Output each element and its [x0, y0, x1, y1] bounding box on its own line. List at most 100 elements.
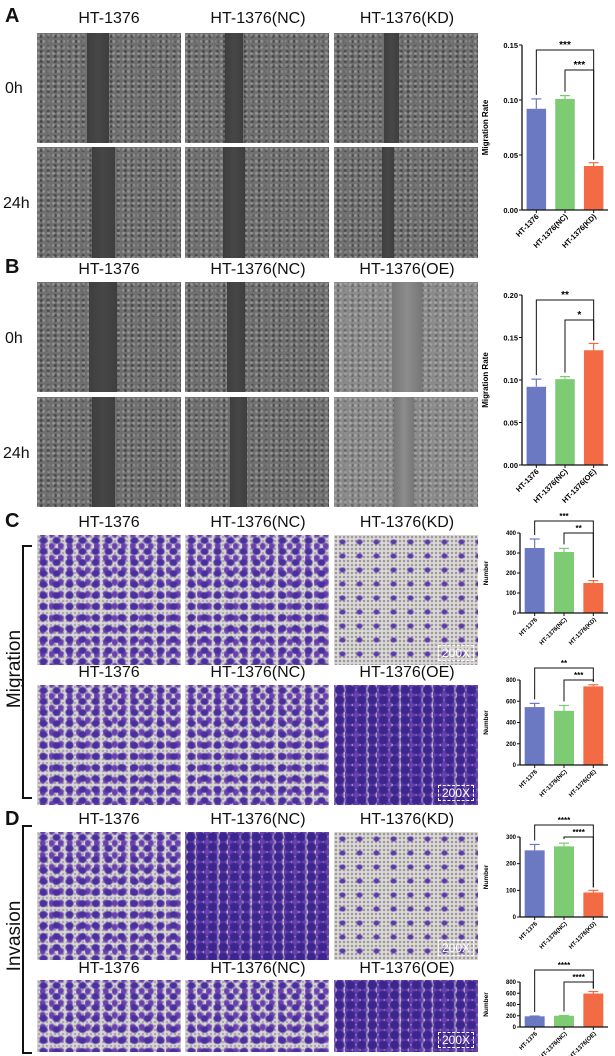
y-tick-label: 400 [506, 531, 517, 537]
x-tick-label: HT-1376 [514, 467, 541, 494]
column-header: HT-1376(NC) [210, 261, 306, 278]
column-header: HT-1376(NC) [210, 811, 306, 828]
row-label-24h: 24h [3, 195, 30, 212]
y-axis-label: Number [483, 992, 490, 1017]
micrograph [37, 980, 181, 1052]
row-label-0h: 0h [5, 330, 23, 347]
magnification-label: 200X [437, 645, 474, 661]
scratch-gap [223, 147, 245, 258]
bar [524, 707, 545, 765]
bar-chart: Number 0 200 400 600 800 HT-1376 HT-1376(NC) HT-… [483, 961, 608, 1056]
scratch-gap [87, 33, 109, 143]
row-label-24h: 24h [3, 445, 30, 462]
bar [554, 710, 574, 765]
micrograph [185, 685, 329, 805]
significance-label: *** [559, 40, 571, 51]
y-tick-label: 400 [506, 721, 517, 727]
micrograph [185, 147, 329, 258]
micrograph [185, 397, 329, 507]
bar [524, 850, 545, 917]
micrograph [37, 685, 181, 805]
significance-label: ** [576, 524, 583, 533]
y-tick-label: 400 [506, 1003, 517, 1009]
panel-label-a: A [5, 5, 20, 27]
y-tick-label: 300 [506, 551, 517, 557]
y-tick-label: 0.00 [503, 461, 518, 470]
scratch-gap [394, 397, 414, 507]
column-header: HT-1376 [78, 960, 140, 977]
x-tick-label: HT-1376(KD) [568, 921, 597, 950]
row-label-0h: 0h [5, 80, 23, 97]
y-tick-label: 0.00 [503, 206, 518, 215]
column-header: HT-1376(KD) [359, 10, 455, 27]
micrograph [185, 33, 329, 143]
y-tick-label: 100 [506, 888, 517, 894]
micrograph [334, 33, 478, 143]
y-tick-label: 800 [506, 678, 517, 684]
x-tick-label: HT-1376(NC) [539, 617, 568, 646]
scratch-gap [230, 397, 247, 507]
panel-label-b: B [5, 256, 20, 278]
micrograph: 200X [334, 685, 478, 805]
side-label-invasion: Invasion [4, 900, 25, 972]
x-tick-label: HT-1376 [519, 769, 540, 790]
y-tick-label: 200 [506, 1014, 517, 1020]
scratch-gap [384, 33, 399, 143]
x-tick-label: HT-1376 [519, 617, 540, 638]
bracket [22, 545, 32, 799]
bar [555, 98, 575, 210]
micrograph [334, 282, 478, 392]
column-header: HT-1376(NC) [210, 10, 306, 27]
significance-bracket [534, 667, 594, 700]
y-tick-label: 600 [506, 699, 517, 705]
significance-bracket [563, 532, 594, 578]
y-axis-label: Number [483, 560, 490, 585]
micrograph [185, 980, 329, 1052]
bar [583, 350, 604, 465]
micrograph [37, 535, 181, 665]
micrograph: 200X [334, 832, 478, 960]
micrograph [334, 147, 478, 258]
micrograph [334, 397, 478, 507]
micrograph [37, 397, 181, 507]
column-header: HT-1376(OE) [359, 960, 455, 977]
y-axis-label: Number [483, 864, 490, 889]
micrograph [185, 282, 329, 392]
scratch-gap [392, 282, 422, 392]
significance-bracket [564, 319, 595, 373]
significance-label: ** [561, 659, 568, 668]
column-header: HT-1376 [78, 514, 140, 531]
significance-bracket [563, 679, 594, 702]
significance-label: **** [572, 973, 585, 982]
bar-chart: Number 0 100 200 300 400 HT-1376 HT-1376(NC) HT-… [483, 512, 608, 647]
y-tick-label: 200 [506, 742, 517, 748]
x-tick-label: HT-1376 [519, 1031, 540, 1052]
y-axis-label: Number [483, 710, 490, 735]
bar [554, 846, 574, 917]
column-header: HT-1376 [78, 811, 140, 828]
y-tick-label: 0 [513, 1025, 517, 1031]
y-tick-label: 200 [506, 862, 517, 868]
side-label-migration: Migration [4, 629, 25, 709]
column-header: HT-1376 [78, 10, 140, 27]
micrograph [37, 33, 181, 143]
x-tick-label: HT-1376(NC) [539, 1031, 568, 1056]
micrograph [37, 147, 181, 258]
magnification-label: 200X [437, 1032, 474, 1048]
micrograph: 200X [334, 980, 478, 1052]
significance-label: * [577, 310, 581, 321]
bar [526, 108, 547, 210]
y-tick-label: 800 [506, 980, 517, 986]
bar-chart: Number 0 100 200 300 HT-1376 HT-1376(NC) HT-137… [483, 816, 608, 951]
bar-chart: Migration Rate0.000.050.100.15HT-1376HT-… [481, 40, 608, 250]
column-header: HT-1376(NC) [210, 514, 306, 531]
significance-bracket [563, 981, 594, 1012]
micrograph [185, 535, 329, 665]
micrograph: 200X [334, 535, 478, 665]
bar [583, 892, 604, 917]
magnification-label: 200X [437, 940, 474, 956]
y-tick-label: 0 [513, 763, 517, 769]
significance-label: **** [558, 961, 571, 970]
y-tick-label: 0.10 [503, 376, 518, 385]
